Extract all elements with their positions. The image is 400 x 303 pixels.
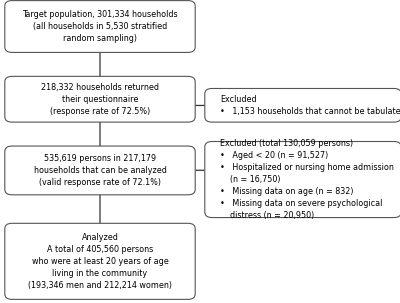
Text: Excluded (total 130,059 persons)
•   Aged < 20 (n = 91,527)
•   Hospitalized or : Excluded (total 130,059 persons) • Aged … <box>220 138 394 221</box>
FancyBboxPatch shape <box>205 88 400 122</box>
FancyBboxPatch shape <box>5 1 195 52</box>
FancyBboxPatch shape <box>5 146 195 195</box>
FancyBboxPatch shape <box>5 76 195 122</box>
Text: 218,332 households returned
their questionnaire
(response rate of 72.5%): 218,332 households returned their questi… <box>41 83 159 116</box>
FancyBboxPatch shape <box>5 223 195 299</box>
Text: Analyzed
A total of 405,560 persons
who were at least 20 years of age
living in : Analyzed A total of 405,560 persons who … <box>28 232 172 290</box>
Text: Target population, 301,334 households
(all households in 5,530 stratified
random: Target population, 301,334 households (a… <box>22 10 178 43</box>
FancyBboxPatch shape <box>205 142 400 218</box>
Text: Excluded
•   1,153 households that cannot be tabulated: Excluded • 1,153 households that cannot … <box>220 95 400 116</box>
Text: 535,619 persons in 217,179
households that can be analyzed
(valid response rate : 535,619 persons in 217,179 households th… <box>34 154 166 187</box>
